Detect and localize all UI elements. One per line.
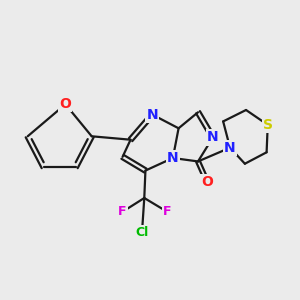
Text: F: F xyxy=(163,205,171,218)
Text: N: N xyxy=(146,108,158,122)
Text: O: O xyxy=(201,175,213,189)
Text: S: S xyxy=(263,118,273,132)
Text: N: N xyxy=(167,151,179,165)
Text: Cl: Cl xyxy=(135,226,148,239)
Text: N: N xyxy=(207,130,219,144)
Text: N: N xyxy=(224,141,236,155)
Text: F: F xyxy=(118,205,127,218)
Text: O: O xyxy=(59,97,71,111)
